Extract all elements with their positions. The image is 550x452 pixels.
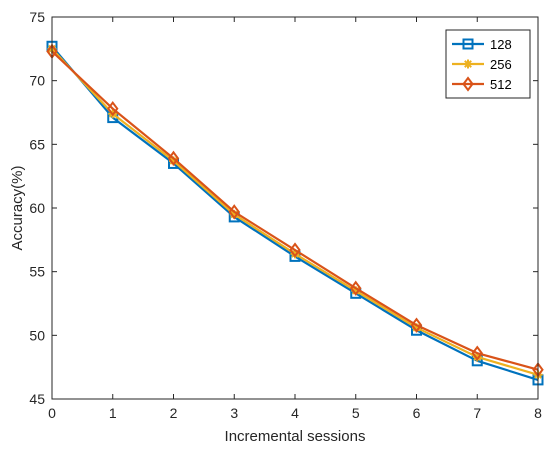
data-point-256-2 bbox=[169, 156, 178, 166]
x-tick-label-8: 8 bbox=[534, 405, 542, 421]
data-point-512-2 bbox=[167, 150, 180, 167]
legend-label-512: 512 bbox=[490, 77, 512, 92]
y-tick-label-70: 70 bbox=[29, 73, 45, 89]
y-tick-label-60: 60 bbox=[29, 200, 45, 216]
x-tick-label-2: 2 bbox=[170, 405, 178, 421]
y-tick-label-65: 65 bbox=[29, 136, 45, 152]
data-point-256-7 bbox=[472, 352, 482, 362]
data-point-256-4 bbox=[290, 249, 300, 259]
data-point-512-1 bbox=[107, 101, 119, 117]
data-point-512-7 bbox=[471, 345, 483, 361]
legend-item-256: 256 bbox=[452, 57, 512, 72]
x-tick-label-7: 7 bbox=[473, 405, 481, 421]
data-point-512-6 bbox=[410, 317, 423, 333]
x-tick-label-3: 3 bbox=[230, 405, 238, 421]
legend-marker-256 bbox=[463, 59, 473, 69]
data-point-512-5 bbox=[350, 280, 362, 296]
y-tick-label-55: 55 bbox=[29, 264, 45, 280]
y-tick-label-75: 75 bbox=[29, 9, 45, 25]
legend-label-128: 128 bbox=[490, 37, 512, 52]
x-tick-label-0: 0 bbox=[48, 405, 56, 421]
data-point-256-5 bbox=[351, 286, 361, 296]
legend-marker-128 bbox=[462, 38, 474, 50]
legend-item-128: 128 bbox=[452, 37, 512, 52]
legend: 128 256 512 bbox=[445, 29, 531, 99]
x-axis-title: Incremental sessions bbox=[225, 428, 366, 445]
data-point-256-6 bbox=[412, 323, 421, 333]
legend-item-512: 512 bbox=[452, 76, 512, 92]
x-tick-label-5: 5 bbox=[352, 405, 360, 421]
data-point-512-3 bbox=[228, 204, 240, 220]
legend-marker-512 bbox=[462, 76, 474, 92]
y-tick-label-45: 45 bbox=[29, 391, 45, 407]
x-tick-label-1: 1 bbox=[109, 405, 117, 421]
y-tick-label-50: 50 bbox=[29, 327, 45, 343]
x-tick-label-6: 6 bbox=[413, 405, 421, 421]
data-point-512-4 bbox=[289, 242, 301, 258]
series-layer bbox=[46, 40, 544, 386]
x-tick-label-4: 4 bbox=[291, 405, 299, 421]
legend-label-256: 256 bbox=[490, 57, 512, 72]
data-point-256-3 bbox=[229, 209, 239, 219]
series-line-512 bbox=[51, 50, 539, 371]
y-axis-title: Accuracy(%) bbox=[9, 165, 26, 250]
